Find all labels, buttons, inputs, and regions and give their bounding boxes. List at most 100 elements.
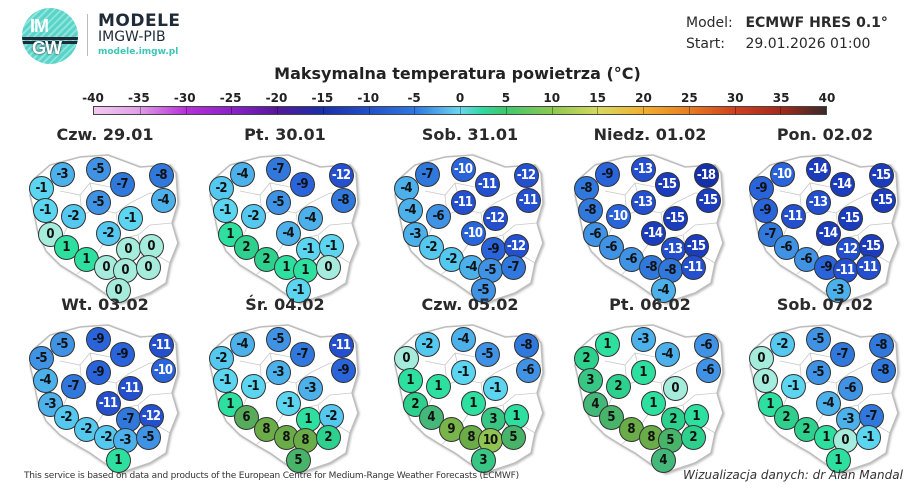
station-marker[interactable]: -4 — [815, 390, 841, 416]
station-marker[interactable]: -5 — [28, 345, 54, 371]
brand-url-link[interactable]: modele.imgw.pl — [98, 47, 179, 57]
station-marker[interactable]: -11 — [780, 203, 806, 229]
station-marker[interactable]: -10 — [769, 161, 795, 187]
station-marker[interactable]: 1 — [594, 331, 620, 357]
station-marker[interactable]: 2 — [315, 424, 341, 450]
station-marker[interactable]: -7 — [829, 341, 855, 367]
station-marker[interactable]: -6 — [837, 375, 863, 401]
station-marker[interactable]: -3 — [265, 359, 291, 385]
station-marker[interactable]: -15 — [870, 187, 896, 213]
station-marker[interactable]: -10 — [460, 220, 486, 246]
station-marker[interactable]: -13 — [630, 156, 656, 182]
station-marker[interactable]: -4 — [397, 197, 423, 223]
station-marker[interactable]: -15 — [858, 233, 884, 259]
station-marker[interactable]: -14 — [815, 220, 841, 246]
station-marker[interactable]: -1 — [240, 373, 266, 399]
station-marker[interactable]: 5 — [500, 424, 526, 450]
station-marker[interactable]: 0 — [315, 254, 341, 280]
station-marker[interactable]: -1 — [212, 367, 238, 393]
station-marker[interactable]: -14 — [805, 156, 831, 182]
station-marker[interactable]: 5 — [285, 447, 311, 473]
station-marker[interactable]: -7 — [60, 373, 86, 399]
station-marker[interactable]: -5 — [805, 326, 831, 352]
station-marker[interactable]: -3 — [297, 375, 323, 401]
station-marker[interactable]: -12 — [328, 162, 354, 188]
station-marker[interactable]: 1 — [825, 447, 851, 473]
station-marker[interactable]: -1 — [482, 375, 508, 401]
station-marker[interactable]: -15 — [662, 205, 688, 231]
station-marker[interactable]: -12 — [513, 162, 539, 188]
station-marker[interactable]: -1 — [855, 424, 881, 450]
station-marker[interactable]: -4 — [275, 220, 301, 246]
station-marker[interactable]: -7 — [289, 341, 315, 367]
station-marker[interactable]: -3 — [37, 391, 63, 417]
station-marker[interactable]: -7 — [265, 156, 291, 182]
station-marker[interactable]: 2 — [402, 391, 428, 417]
station-marker[interactable]: -8 — [513, 332, 539, 358]
station-marker[interactable]: -11 — [680, 254, 706, 280]
station-marker[interactable]: -4 — [229, 161, 255, 187]
station-marker[interactable]: -1 — [212, 197, 238, 223]
station-marker[interactable]: 0 — [105, 277, 131, 303]
station-marker[interactable]: 1 — [105, 447, 131, 473]
station-marker[interactable]: 1 — [217, 221, 243, 247]
station-marker[interactable]: -7 — [414, 161, 440, 187]
station-marker[interactable]: -2 — [60, 203, 86, 229]
station-marker[interactable]: -14 — [829, 171, 855, 197]
station-marker[interactable]: -6 — [693, 332, 719, 358]
station-marker[interactable]: -4 — [650, 277, 676, 303]
station-marker[interactable]: -5 — [474, 341, 500, 367]
station-marker[interactable]: 1 — [640, 390, 666, 416]
station-marker[interactable]: -5 — [470, 277, 496, 303]
station-marker[interactable]: -8 — [870, 357, 896, 383]
station-marker[interactable]: -12 — [503, 233, 529, 259]
station-marker[interactable]: -1 — [450, 359, 476, 385]
station-marker[interactable]: -5 — [805, 359, 831, 385]
station-marker[interactable]: -4 — [150, 187, 176, 213]
station-marker[interactable]: -9 — [85, 359, 111, 385]
station-marker[interactable]: -6 — [695, 357, 721, 383]
station-marker[interactable]: -3 — [630, 326, 656, 352]
station-marker[interactable]: -2 — [414, 331, 440, 357]
station-marker[interactable]: -5 — [135, 424, 161, 450]
station-marker[interactable]: -9 — [594, 161, 620, 187]
station-marker[interactable]: -9 — [748, 175, 774, 201]
station-marker[interactable]: -15 — [654, 171, 680, 197]
station-marker[interactable]: -8 — [148, 162, 174, 188]
station-marker[interactable]: -2 — [95, 220, 121, 246]
station-marker[interactable]: -1 — [285, 277, 311, 303]
station-marker[interactable]: -6 — [598, 234, 624, 260]
station-marker[interactable]: -13 — [630, 189, 656, 215]
station-marker[interactable]: 0 — [393, 345, 419, 371]
station-marker[interactable]: 2 — [573, 345, 599, 371]
station-marker[interactable]: 3 — [470, 447, 496, 473]
station-marker[interactable]: -11 — [855, 254, 881, 280]
station-marker[interactable]: -2 — [769, 331, 795, 357]
station-marker[interactable]: -11 — [117, 375, 143, 401]
station-marker[interactable]: -12 — [482, 205, 508, 231]
station-marker[interactable]: 0 — [115, 236, 141, 262]
station-marker[interactable]: 1 — [460, 390, 486, 416]
station-marker[interactable]: 3 — [577, 367, 603, 393]
station-marker[interactable]: 0 — [748, 345, 774, 371]
station-marker[interactable]: 1 — [630, 359, 656, 385]
station-marker[interactable]: -9 — [289, 171, 315, 197]
station-marker[interactable]: -1 — [32, 197, 58, 223]
station-marker[interactable]: 0 — [662, 375, 688, 401]
station-marker[interactable]: -2 — [240, 203, 266, 229]
station-marker[interactable]: -18 — [693, 162, 719, 188]
station-marker[interactable]: -1 — [117, 205, 143, 231]
station-marker[interactable]: -5 — [85, 156, 111, 182]
station-marker[interactable]: -4 — [450, 326, 476, 352]
station-marker[interactable]: -15 — [695, 187, 721, 213]
station-marker[interactable]: 4 — [650, 447, 676, 473]
station-marker[interactable]: -10 — [605, 203, 631, 229]
station-marker[interactable]: -2 — [208, 345, 234, 371]
station-marker[interactable]: -12 — [138, 403, 164, 429]
station-marker[interactable]: -1 — [780, 373, 806, 399]
station-marker[interactable]: -8 — [868, 332, 894, 358]
station-marker[interactable]: -8 — [330, 187, 356, 213]
station-marker[interactable]: -11 — [148, 332, 174, 358]
station-marker[interactable]: 2 — [680, 424, 706, 450]
station-marker[interactable]: -6 — [515, 357, 541, 383]
